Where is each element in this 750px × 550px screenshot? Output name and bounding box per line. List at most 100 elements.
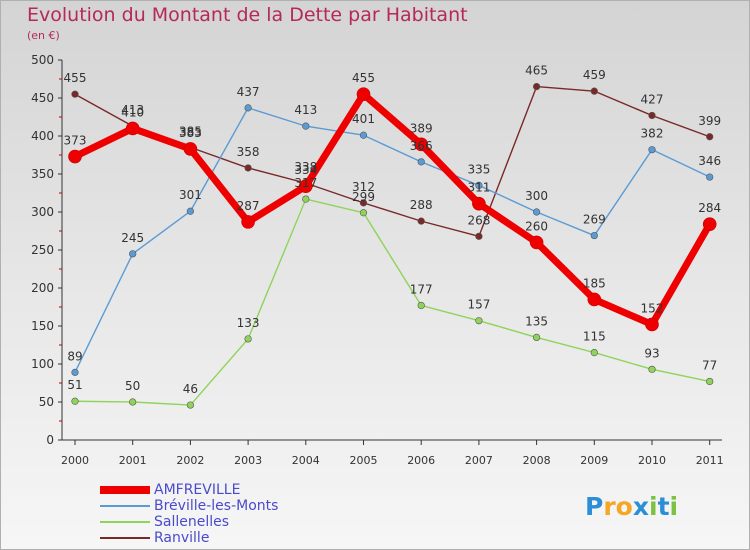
data-point	[417, 158, 425, 166]
data-point	[298, 179, 313, 193]
series-line	[74, 198, 710, 406]
y-tick-label: 50	[39, 395, 54, 409]
y-tick-label: 150	[31, 319, 54, 333]
data-label: 373	[64, 134, 87, 148]
data-point	[532, 82, 541, 91]
data-point	[706, 377, 714, 386]
data-label: 317	[294, 176, 317, 190]
y-tick-label: 200	[31, 281, 54, 295]
data-point	[71, 397, 79, 405]
data-point	[590, 87, 598, 95]
data-label: 465	[525, 64, 548, 78]
data-label: 335	[467, 162, 490, 176]
data-point	[302, 195, 310, 203]
x-tick-label: 2002	[176, 454, 204, 467]
x-tick-label: 2007	[465, 454, 493, 467]
x-tick-label: 2010	[638, 454, 666, 467]
data-point	[475, 181, 483, 189]
x-tick-label: 2011	[696, 454, 724, 467]
data-label: 93	[644, 346, 659, 360]
data-point	[183, 142, 198, 156]
data-point	[590, 349, 598, 357]
x-tick-label: 2006	[407, 454, 435, 467]
data-label: 268	[467, 213, 490, 227]
data-label: 115	[583, 330, 606, 344]
legend-swatch	[100, 537, 150, 539]
data-label: 301	[179, 188, 202, 202]
data-label: 338	[294, 160, 317, 174]
data-label: 413	[294, 103, 317, 117]
logo-letter: x	[632, 492, 649, 521]
data-label: 455	[64, 71, 87, 85]
series-line	[74, 107, 710, 373]
data-label: 358	[237, 145, 260, 159]
y-tick-label: 400	[31, 129, 54, 143]
data-label: 346	[698, 154, 721, 168]
data-label: 89	[67, 349, 82, 363]
logo-letter: o	[615, 492, 633, 521]
y-tick-label: 350	[31, 167, 54, 181]
y-tick-label: 250	[31, 243, 54, 257]
logo-letter: r	[603, 492, 616, 521]
data-point	[706, 133, 714, 141]
data-point	[129, 250, 137, 258]
data-point	[648, 111, 656, 120]
data-point	[359, 209, 368, 217]
data-point	[359, 199, 368, 207]
x-tick-label: 2004	[292, 454, 320, 467]
data-point	[71, 368, 79, 376]
series-line	[73, 90, 713, 328]
y-tick-label: 300	[31, 205, 54, 219]
data-label: 152	[641, 301, 664, 315]
data-point	[241, 215, 255, 229]
data-label: 260	[525, 219, 548, 233]
data-point	[244, 164, 252, 172]
data-label: 427	[641, 92, 664, 106]
data-point	[186, 401, 194, 409]
data-point	[302, 122, 310, 130]
chart-subtitle: (en €)	[27, 29, 60, 42]
data-point	[71, 90, 79, 98]
data-point	[706, 173, 714, 181]
logo-letter: P	[585, 492, 604, 521]
data-label: 401	[352, 112, 375, 126]
data-label: 413	[121, 103, 144, 117]
legend-label: Sallenelles	[154, 514, 230, 530]
data-label: 157	[467, 298, 490, 312]
data-label: 245	[121, 231, 144, 245]
data-label: 366	[410, 139, 433, 153]
data-point	[244, 104, 252, 112]
legend-label: AMFREVILLE	[154, 482, 241, 498]
y-tick-label: 0	[46, 433, 54, 447]
chart-title: Evolution du Montant de la Dette par Hab…	[27, 4, 468, 26]
series-line	[74, 85, 710, 238]
data-point	[417, 301, 425, 310]
legend-label: Bréville-les-Monts	[154, 498, 279, 514]
data-point	[472, 196, 486, 211]
data-point	[359, 131, 368, 139]
data-label: 185	[583, 276, 606, 290]
data-label: 287	[237, 199, 260, 213]
data-label: 177	[410, 282, 433, 296]
x-tick-label: 2009	[580, 454, 608, 467]
proxiti-logo: Proxiti	[585, 492, 678, 521]
data-point	[125, 121, 140, 136]
data-label: 334	[294, 163, 317, 177]
x-tick-label: 2005	[350, 454, 378, 467]
data-label: 133	[237, 316, 260, 330]
logo-letter: i	[649, 492, 658, 521]
data-label: 311	[467, 181, 490, 195]
data-label: 46	[183, 382, 198, 396]
data-point	[587, 292, 602, 307]
data-label: 135	[525, 314, 548, 328]
x-tick-label: 2001	[119, 454, 147, 467]
data-label: 50	[125, 379, 140, 393]
legend-swatch	[100, 486, 150, 494]
y-tick-label: 500	[31, 53, 54, 67]
data-point	[532, 208, 541, 216]
y-tick-label: 450	[31, 91, 54, 105]
y-tick-label: 100	[31, 357, 54, 371]
data-point	[68, 149, 82, 164]
